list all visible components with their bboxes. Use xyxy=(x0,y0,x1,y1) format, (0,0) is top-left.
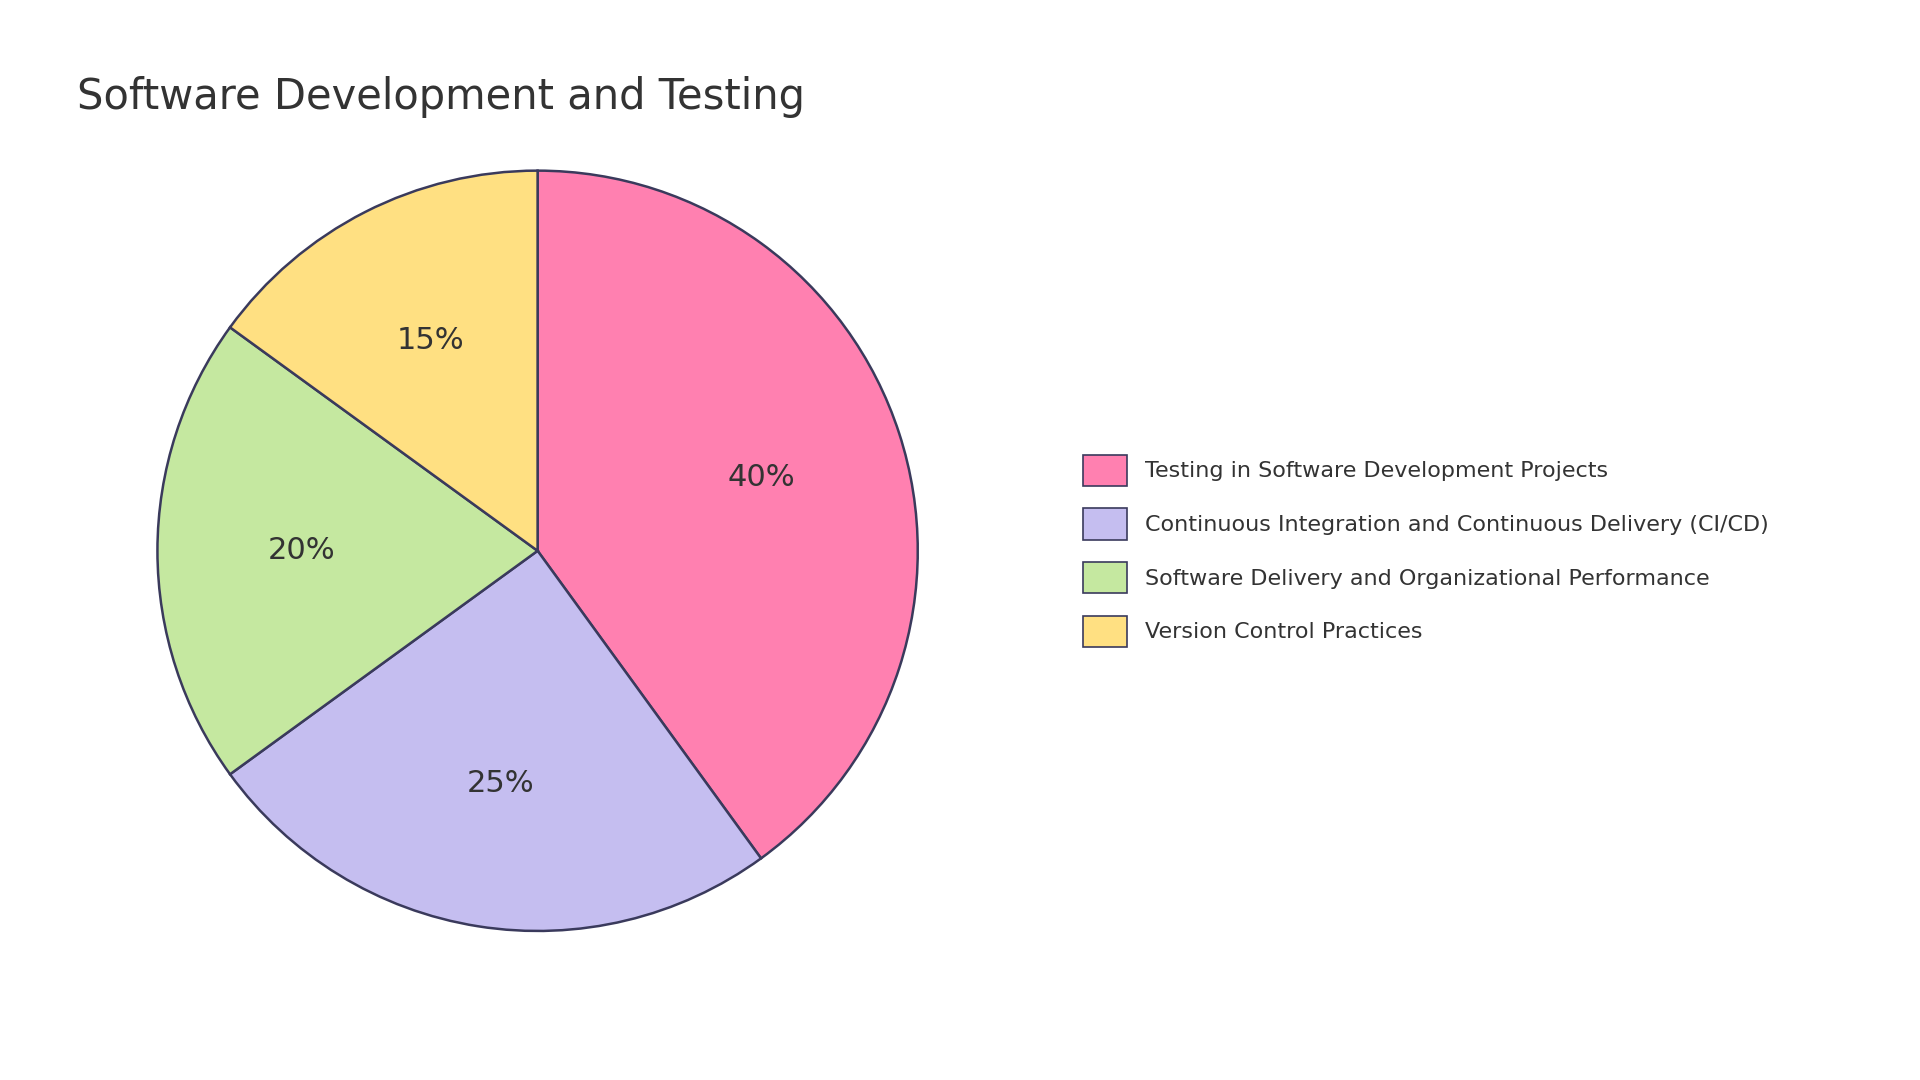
Wedge shape xyxy=(538,171,918,859)
Text: 25%: 25% xyxy=(467,769,534,798)
Text: Software Development and Testing: Software Development and Testing xyxy=(77,76,804,118)
Legend: Testing in Software Development Projects, Continuous Integration and Continuous : Testing in Software Development Projects… xyxy=(1071,444,1780,658)
Wedge shape xyxy=(230,551,760,931)
Text: 40%: 40% xyxy=(728,463,795,492)
Text: 20%: 20% xyxy=(269,537,336,565)
Text: 15%: 15% xyxy=(397,326,465,355)
Wedge shape xyxy=(157,327,538,774)
Wedge shape xyxy=(230,171,538,551)
